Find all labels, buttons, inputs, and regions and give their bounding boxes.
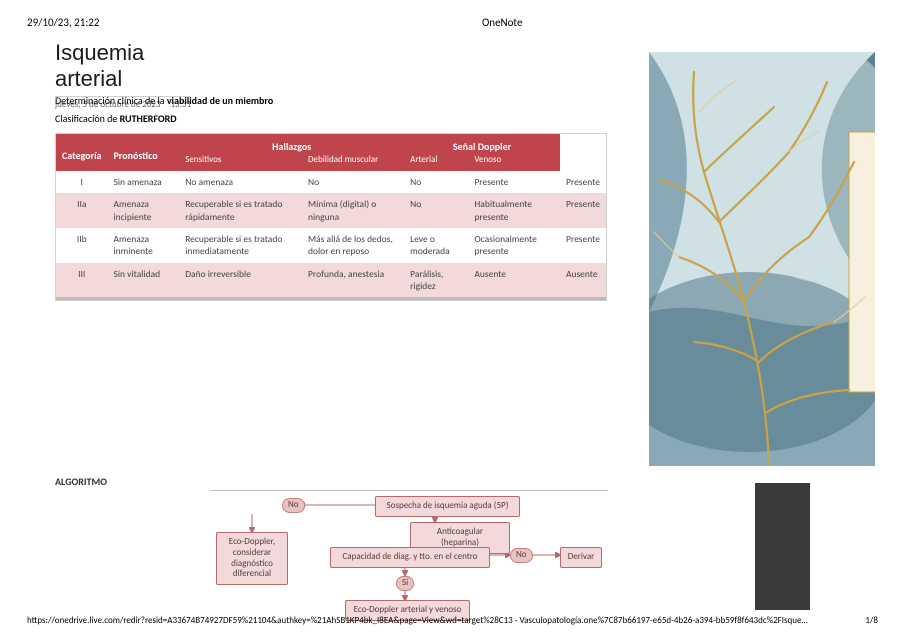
decorative-art bbox=[649, 52, 875, 466]
determination-prefix: Determinación clínica de la bbox=[55, 94, 167, 107]
table-cell: IIb bbox=[56, 228, 107, 263]
node-eco: Eco-Doppler, considerar diagnóstico dife… bbox=[216, 532, 288, 585]
table-cell: No bbox=[404, 193, 468, 228]
th-pronostico: Pronóstico bbox=[107, 134, 179, 171]
table-cell: Presente bbox=[468, 171, 560, 193]
table-cell: Ausente bbox=[560, 263, 606, 299]
th-hallazgos: Hallazgos bbox=[179, 134, 404, 154]
note-title: Isquemia arterial bbox=[55, 40, 190, 97]
table-cell: Presente bbox=[560, 171, 606, 193]
print-footer: https://onedrive.live.com/redir?resid=A3… bbox=[27, 615, 878, 626]
th-sensitivos: Sensitivos bbox=[179, 154, 302, 171]
table-cell: Profunda, anestesia bbox=[302, 263, 404, 299]
table-cell: Sin amenaza bbox=[107, 171, 179, 193]
th-venoso: Venoso bbox=[468, 154, 560, 171]
footer-url: https://onedrive.live.com/redir?resid=A3… bbox=[27, 615, 808, 626]
table-cell: I bbox=[56, 171, 107, 193]
table-cell: Presente bbox=[560, 193, 606, 228]
table-cell: Presente bbox=[560, 228, 606, 263]
table-cell: Leve o moderada bbox=[404, 228, 468, 263]
table-cell: Ocasionalmente presente bbox=[468, 228, 560, 263]
algorithm-label: ALGORITMO bbox=[55, 475, 107, 488]
th-categoria: Categoría bbox=[56, 134, 107, 171]
classification-prefix: Clasificación de bbox=[55, 112, 120, 125]
table-cell: No amenaza bbox=[179, 171, 302, 193]
table-cell: Más allá de los dedos, dolor en reposo bbox=[302, 228, 404, 263]
node-capacity: Capacidad de diag. y tto. en el centro bbox=[330, 547, 490, 568]
table-row: IIaAmenaza incipienteRecuperable si es t… bbox=[56, 193, 606, 228]
classification-line: Clasificación de RUTHERFORD bbox=[55, 112, 177, 125]
table-cell: Recuperable si es tratado rápidamente bbox=[179, 193, 302, 228]
table-cell: Amenaza incipiente bbox=[107, 193, 179, 228]
node-suspect: Sospecha de isquemia aguda (5P) bbox=[375, 496, 520, 517]
table-cell: Parálisis, rigidez bbox=[404, 263, 468, 299]
table-cell: Mínima (digital) o ninguna bbox=[302, 193, 404, 228]
table-cell: Sin vitalidad bbox=[107, 263, 179, 299]
table-cell: III bbox=[56, 263, 107, 299]
table-cell: Habitualmente presente bbox=[468, 193, 560, 228]
classification-bold: RUTHERFORD bbox=[120, 112, 177, 125]
table-cell: No bbox=[404, 171, 468, 193]
th-debilidad: Debilidad muscular bbox=[302, 154, 404, 171]
node-no1: No bbox=[282, 498, 305, 513]
header-timestamp: 29/10/23, 21:22 bbox=[27, 16, 99, 29]
flowchart: Sospecha de isquemia aguda (5P) No Eco-D… bbox=[210, 490, 610, 620]
header-app-name: OneNote bbox=[482, 16, 522, 29]
table-row: IIISin vitalidadDaño irreversibleProfund… bbox=[56, 263, 606, 299]
table-cell: Daño irreversible bbox=[179, 263, 302, 299]
table-cell: No bbox=[302, 171, 404, 193]
table-cell: Recuperable si es tratado inmediatamente bbox=[179, 228, 302, 263]
rutherford-table: Categoría Pronóstico Hallazgos Señal Dop… bbox=[55, 133, 607, 301]
table-cell: Amenaza inminente bbox=[107, 228, 179, 263]
node-derivar: Derivar bbox=[560, 547, 602, 568]
dark-placeholder-block bbox=[755, 483, 810, 610]
th-doppler: Señal Doppler bbox=[404, 134, 560, 154]
table-row: IIbAmenaza inminenteRecuperable si es tr… bbox=[56, 228, 606, 263]
node-si: Sí bbox=[396, 576, 414, 591]
table-cell: Ausente bbox=[468, 263, 560, 299]
footer-page: 1/8 bbox=[865, 615, 878, 626]
determination-bold: viabilidad de un miembro bbox=[167, 94, 273, 107]
th-arterial: Arterial bbox=[404, 154, 468, 171]
node-no2: No bbox=[510, 548, 533, 563]
table-row: ISin amenazaNo amenazaNoNoPresentePresen… bbox=[56, 171, 606, 193]
table-cell: IIa bbox=[56, 193, 107, 228]
determination-line: Determinación clínica de la viabilidad d… bbox=[55, 94, 273, 107]
